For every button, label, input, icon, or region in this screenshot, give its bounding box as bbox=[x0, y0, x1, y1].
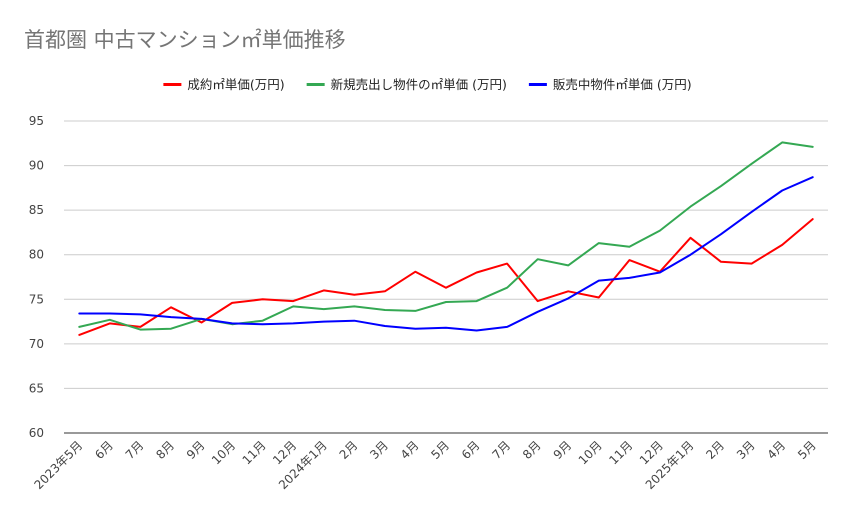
y-tick-label: 95 bbox=[29, 114, 44, 128]
x-tick-label: 7月 bbox=[489, 438, 513, 462]
y-tick-label: 60 bbox=[29, 426, 44, 440]
x-tick-label: 11月 bbox=[240, 438, 269, 467]
x-tick-label: 3月 bbox=[734, 438, 758, 462]
x-tick-label: 2023年5月 bbox=[32, 438, 86, 492]
series-line-0 bbox=[78, 218, 814, 336]
x-tick-label: 10月 bbox=[209, 438, 238, 467]
x-tick-label: 9月 bbox=[551, 438, 575, 462]
x-tick-label: 4月 bbox=[764, 438, 788, 462]
legend-item-2: 販売中物件㎡単価 (万円) bbox=[528, 77, 692, 92]
y-tick-label: 75 bbox=[29, 292, 44, 306]
y-tick-label: 90 bbox=[29, 159, 44, 173]
y-tick-label: 85 bbox=[29, 203, 44, 217]
y-tick-label: 70 bbox=[29, 337, 44, 351]
legend-item-1: 新規売出し物件の㎡単価 (万円) bbox=[306, 77, 507, 92]
x-tick-label: 8月 bbox=[520, 438, 544, 462]
x-tick-label: 7月 bbox=[123, 438, 147, 462]
x-tick-label: 8月 bbox=[153, 438, 177, 462]
gridlines bbox=[64, 120, 828, 389]
legend-label: 新規売出し物件の㎡単価 (万円) bbox=[331, 77, 507, 92]
series-line-2 bbox=[78, 176, 814, 332]
y-tick-label: 80 bbox=[29, 248, 44, 262]
x-tick-label: 6月 bbox=[459, 438, 483, 462]
chart-title: 首都圏 中古マンション㎡単価推移 bbox=[24, 28, 346, 52]
y-tick-label: 65 bbox=[29, 381, 44, 395]
legend-swatch bbox=[528, 83, 547, 86]
legend-swatch bbox=[306, 83, 325, 86]
x-tick-label: 3月 bbox=[367, 438, 391, 462]
x-tick-label: 2月 bbox=[337, 438, 361, 462]
legend-label: 成約㎡単価(万円) bbox=[187, 77, 284, 92]
legend: 成約㎡単価(万円) 新規売出し物件の㎡単価 (万円) 販売中物件㎡単価 (万円) bbox=[163, 77, 692, 92]
series-line-1 bbox=[78, 141, 814, 331]
legend-item-0: 成約㎡単価(万円) bbox=[163, 77, 285, 92]
series-group bbox=[78, 141, 814, 336]
x-tick-label: 5月 bbox=[428, 438, 452, 462]
y-axis: 60 65 70 75 80 85 90 95 bbox=[29, 114, 44, 440]
x-tick-label: 11月 bbox=[606, 438, 635, 467]
x-tick-label: 10月 bbox=[576, 438, 605, 467]
x-tick-label: 2月 bbox=[703, 438, 727, 462]
x-tick-label: 5月 bbox=[795, 438, 819, 462]
x-tick-label: 9月 bbox=[184, 438, 208, 462]
x-tick-label: 6月 bbox=[92, 438, 116, 462]
legend-label: 販売中物件㎡単価 (万円) bbox=[553, 77, 692, 92]
legend-swatch bbox=[163, 83, 182, 86]
x-tick-label: 4月 bbox=[398, 438, 422, 462]
